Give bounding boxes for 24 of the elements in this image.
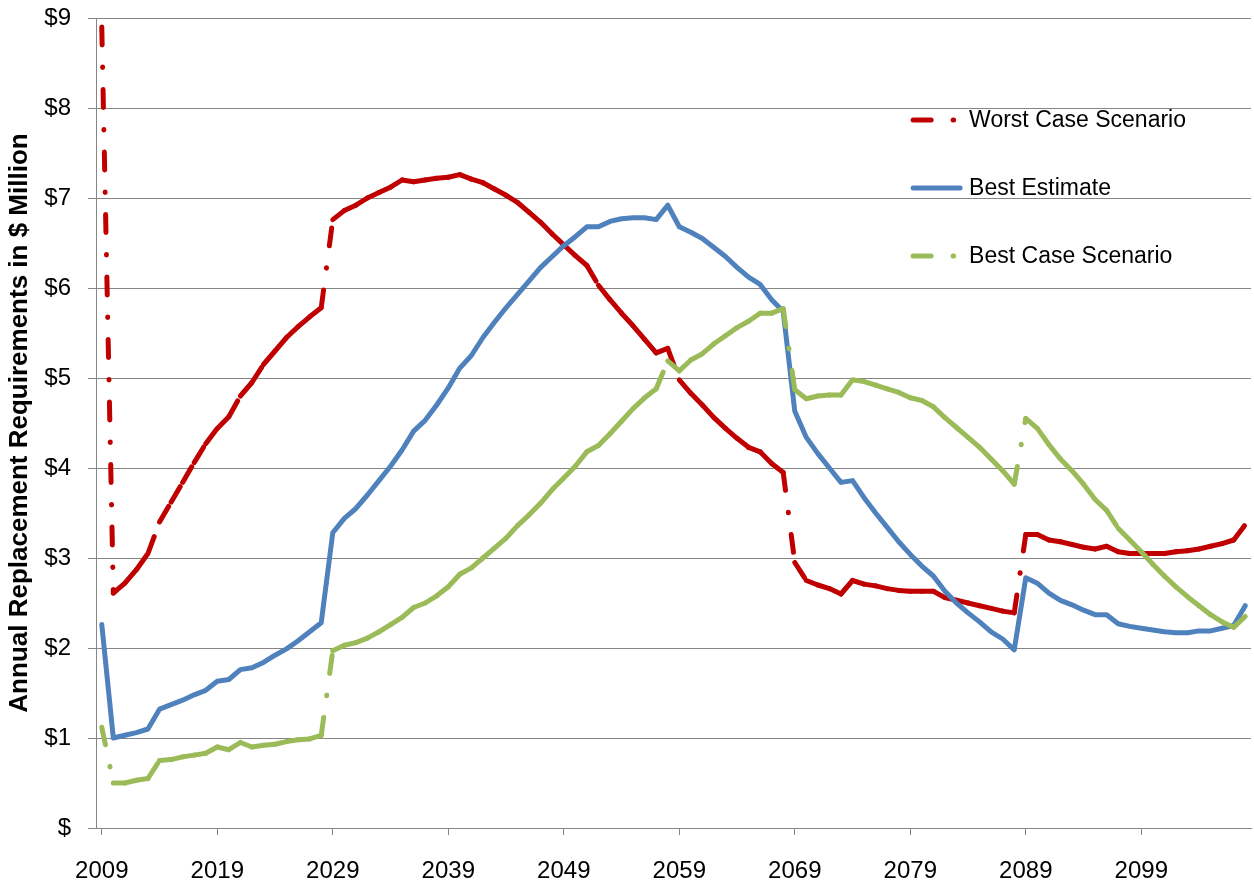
legend-label: Worst Case Scenario bbox=[969, 106, 1187, 133]
y-tick-label: $8 bbox=[44, 92, 71, 120]
y-tick-label: $9 bbox=[44, 2, 71, 30]
y-tick-label: $4 bbox=[44, 452, 71, 480]
x-tick-label: 2079 bbox=[883, 856, 937, 884]
y-tick-label: $1 bbox=[44, 722, 71, 750]
x-tick-label: 2099 bbox=[1114, 856, 1168, 884]
y-tick-label: $7 bbox=[44, 182, 71, 210]
legend-label: Best Estimate bbox=[969, 174, 1112, 201]
y-axis-title: Annual Replacement Requirements in $ Million bbox=[2, 133, 33, 713]
x-tick-label: 2089 bbox=[999, 856, 1053, 884]
y-tick-label: $ bbox=[57, 812, 71, 840]
x-tick-label: 2049 bbox=[537, 856, 591, 884]
x-tick-label: 2019 bbox=[190, 856, 244, 884]
y-tick-label: $2 bbox=[44, 632, 71, 660]
x-tick-label: 2009 bbox=[75, 856, 129, 884]
x-tick-label: 2069 bbox=[768, 856, 822, 884]
y-tick-label: $5 bbox=[44, 362, 71, 390]
x-tick-label: 2059 bbox=[652, 856, 706, 884]
y-tick-label: $6 bbox=[44, 272, 71, 300]
y-tick-label: $3 bbox=[44, 542, 71, 570]
x-tick-label: 2039 bbox=[421, 856, 475, 884]
legend-label: Best Case Scenario bbox=[969, 242, 1173, 269]
x-tick-label: 2029 bbox=[306, 856, 360, 884]
